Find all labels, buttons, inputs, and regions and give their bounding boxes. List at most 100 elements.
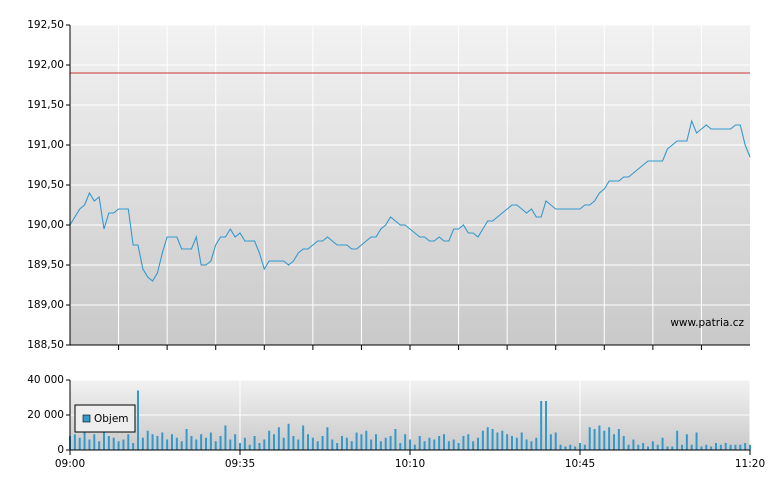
volume-bar bbox=[103, 429, 105, 450]
y-tick-label: 189,00 bbox=[27, 299, 64, 311]
volume-bar bbox=[685, 434, 688, 450]
watermark: www.patria.cz bbox=[670, 317, 744, 329]
volume-bar bbox=[496, 432, 499, 450]
volume-bar bbox=[608, 427, 611, 450]
volume-bar bbox=[719, 444, 722, 450]
volume-bar bbox=[433, 439, 436, 450]
volume-bar bbox=[569, 444, 572, 450]
volume-bar bbox=[190, 436, 193, 450]
volume-bar bbox=[515, 437, 518, 450]
legend-swatch bbox=[82, 414, 91, 423]
y-tick-label: 190,50 bbox=[27, 179, 64, 191]
volume-bar bbox=[724, 443, 727, 450]
y-tick-label: 189,50 bbox=[27, 259, 64, 271]
y-tick-label: 0 bbox=[57, 444, 64, 456]
volume-bar bbox=[345, 437, 348, 450]
volume-bar bbox=[511, 436, 513, 450]
volume-bar bbox=[78, 437, 81, 450]
volume-bar bbox=[404, 434, 407, 450]
volume-bar bbox=[394, 429, 397, 450]
volume-bar bbox=[462, 436, 465, 450]
volume-bar bbox=[656, 444, 659, 450]
volume-bar bbox=[617, 429, 620, 450]
volume-bar bbox=[112, 437, 115, 450]
volume-bar bbox=[234, 434, 237, 450]
volume-bar bbox=[564, 446, 567, 450]
volume-bar bbox=[486, 427, 489, 450]
volume-bar bbox=[520, 432, 523, 450]
volume-bar bbox=[695, 432, 698, 450]
volume-bar bbox=[739, 444, 742, 450]
volume-bar bbox=[549, 434, 552, 450]
volume-bar bbox=[171, 434, 173, 450]
volume-bar bbox=[311, 437, 314, 450]
volume-bar bbox=[375, 434, 377, 450]
volume-bar bbox=[457, 443, 460, 450]
volume-bar bbox=[336, 443, 339, 450]
volume-bar bbox=[93, 434, 96, 450]
volume-bar bbox=[418, 436, 421, 450]
volume-bar bbox=[258, 443, 261, 450]
volume-bar bbox=[603, 430, 606, 450]
volume-bar bbox=[282, 437, 285, 450]
volume-bar bbox=[399, 443, 402, 450]
volume-bar bbox=[287, 423, 290, 450]
volume-bar bbox=[248, 444, 251, 450]
volume-bar bbox=[263, 439, 266, 450]
volume-bar bbox=[321, 436, 324, 450]
volume-bar bbox=[729, 444, 732, 450]
volume-bar bbox=[579, 443, 581, 450]
volume-bar bbox=[428, 437, 431, 450]
volume-bar bbox=[379, 441, 382, 450]
volume-bar bbox=[472, 441, 475, 450]
volume-bar bbox=[175, 437, 178, 450]
x-tick-label: 09:35 bbox=[225, 458, 255, 470]
volume-bar bbox=[214, 441, 217, 450]
volume-bar bbox=[491, 429, 494, 450]
volume-bar bbox=[180, 441, 183, 450]
x-tick-label: 10:45 bbox=[565, 458, 595, 470]
volume-bar bbox=[219, 436, 222, 450]
y-tick-label: 188,50 bbox=[27, 339, 64, 351]
volume-bar bbox=[384, 437, 387, 450]
volume-bar bbox=[273, 434, 275, 450]
volume-bar bbox=[326, 427, 329, 450]
volume-bar bbox=[365, 430, 368, 450]
volume-bar bbox=[598, 425, 601, 450]
volume-bar bbox=[200, 434, 203, 450]
volume-bar bbox=[146, 430, 149, 450]
volume-bar bbox=[588, 427, 591, 450]
y-tick-label: 191,00 bbox=[27, 139, 64, 151]
volume-bar bbox=[389, 436, 392, 450]
volume-bar bbox=[447, 441, 450, 450]
volume-bar bbox=[637, 444, 640, 450]
volume-bar bbox=[681, 444, 683, 450]
volume-bar bbox=[525, 439, 528, 450]
volume-bar bbox=[360, 434, 363, 450]
y-tick-label: 192,50 bbox=[27, 19, 64, 31]
volume-bar bbox=[141, 437, 144, 450]
volume-bar bbox=[690, 444, 693, 450]
volume-bar bbox=[506, 434, 509, 450]
volume-bar bbox=[700, 446, 703, 450]
volume-bar bbox=[73, 434, 76, 450]
volume-bar bbox=[613, 434, 615, 450]
volume-bar bbox=[413, 444, 416, 450]
x-tick-label: 10:10 bbox=[395, 458, 425, 470]
volume-bar bbox=[715, 443, 717, 450]
volume-bar bbox=[137, 390, 139, 450]
volume-bar bbox=[535, 437, 538, 450]
volume-bar bbox=[671, 446, 674, 450]
y-tick-label: 40 000 bbox=[27, 374, 64, 386]
volume-bar bbox=[651, 441, 654, 450]
volume-bar bbox=[409, 439, 411, 450]
volume-bar bbox=[676, 430, 679, 450]
volume-bar bbox=[627, 444, 630, 450]
volume-bar bbox=[166, 439, 169, 450]
volume-bar bbox=[583, 444, 586, 450]
volume-bar bbox=[666, 446, 669, 450]
volume-bar bbox=[268, 430, 271, 450]
y-tick-label: 190,00 bbox=[27, 219, 64, 231]
volume-bar bbox=[744, 443, 747, 450]
